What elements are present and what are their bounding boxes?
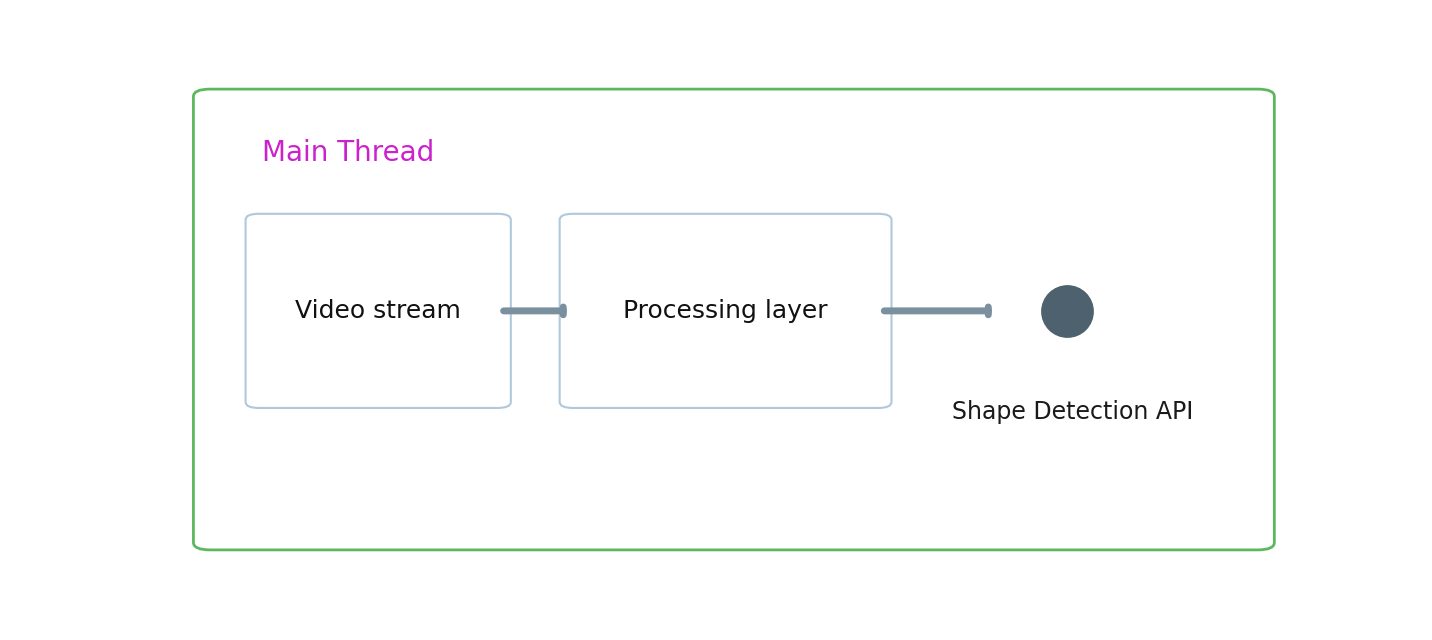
Text: Shape Detection API: Shape Detection API	[952, 400, 1193, 424]
FancyBboxPatch shape	[193, 89, 1274, 550]
FancyBboxPatch shape	[246, 214, 511, 408]
Text: Video stream: Video stream	[295, 299, 461, 323]
FancyBboxPatch shape	[560, 214, 892, 408]
Point	[1055, 306, 1078, 316]
Text: Processing layer: Processing layer	[623, 299, 828, 323]
Text: Main Thread: Main Thread	[262, 139, 434, 167]
